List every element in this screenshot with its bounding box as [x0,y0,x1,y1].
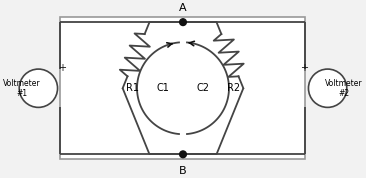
Text: +: + [58,63,66,73]
Bar [60,17,305,159]
Text: #1: #1 [16,90,28,98]
Circle shape [180,19,186,25]
Circle shape [19,69,57,107]
Circle shape [309,69,347,107]
Text: B: B [179,166,187,176]
Text: C2: C2 [197,83,210,93]
Text: #2: #2 [338,90,350,98]
Text: Voltmeter: Voltmeter [325,79,363,88]
Text: Voltmeter: Voltmeter [3,79,41,88]
Text: C1: C1 [156,83,169,93]
Text: R1: R1 [126,83,139,93]
Text: R2: R2 [227,83,240,93]
Text: +: + [300,63,308,73]
Circle shape [180,151,186,158]
Text: A: A [179,2,187,13]
